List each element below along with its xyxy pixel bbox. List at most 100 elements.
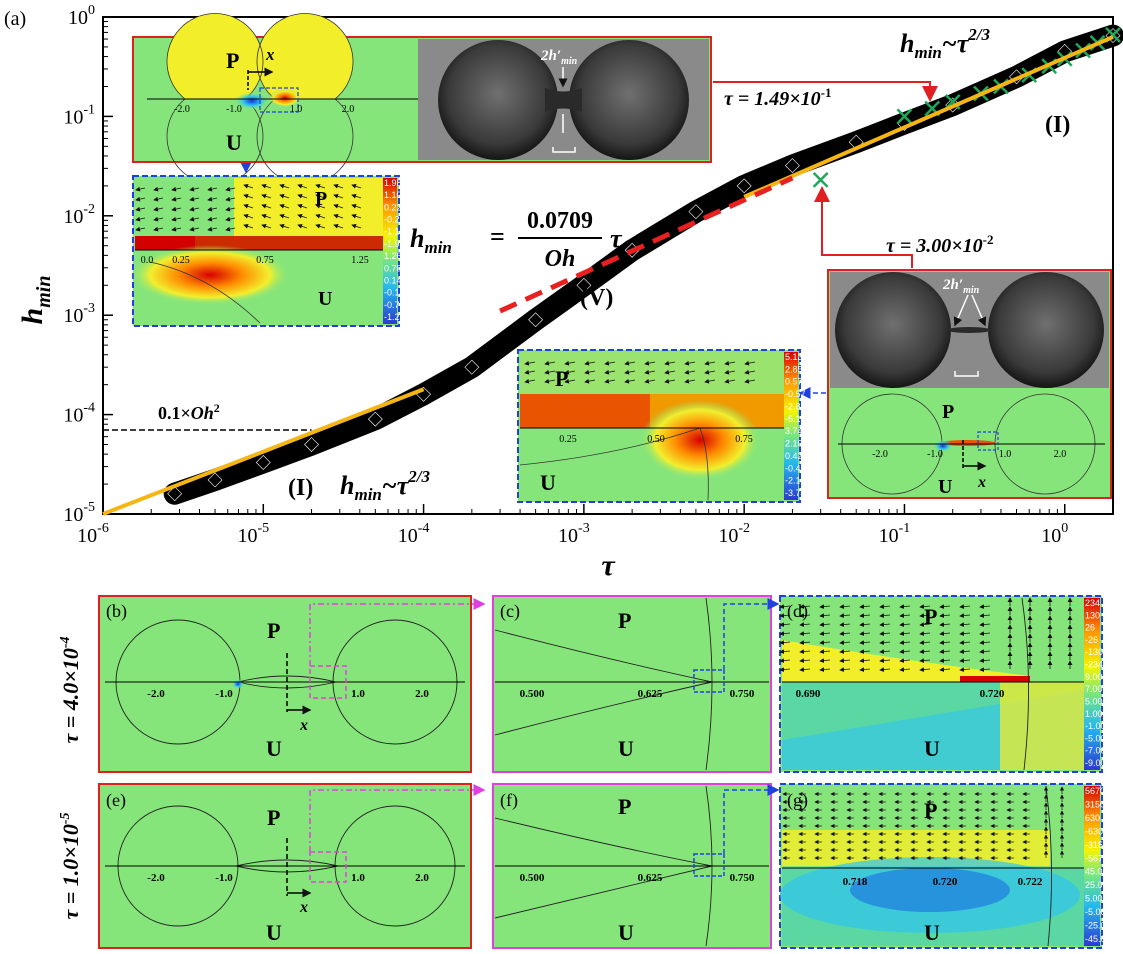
- velocity-vector: [189, 186, 200, 192]
- panel-d: 234 130 26 -26 -130 -234 9.00 7.00 5.00 1.00 -1.00…: [779, 595, 1106, 773]
- svg-text:P: P: [924, 604, 937, 629]
- colorbar-label: -5.00: [1085, 733, 1106, 743]
- svg-text:(d): (d): [787, 601, 808, 622]
- velocity-vector: [207, 196, 218, 202]
- svg-text:2h′min: 2h′min: [942, 277, 980, 296]
- regime-I-top: (I): [1045, 112, 1070, 138]
- data-point-diamond: [367, 411, 383, 427]
- velocity-vector: [171, 196, 182, 202]
- velocity-vector: [899, 622, 911, 627]
- colorbar-label: -5.00: [1085, 907, 1106, 917]
- svg-text:U: U: [540, 470, 556, 495]
- velocity-vector: [189, 206, 200, 212]
- colorbar-label: -9.00: [1085, 758, 1106, 768]
- velocity-vector: [899, 631, 911, 636]
- velocity-vector: [879, 640, 891, 645]
- inset-tick-label: 0.500: [520, 688, 545, 700]
- svg-text:hmin: hmin: [410, 224, 452, 257]
- panel-a-label: (a): [4, 8, 26, 30]
- velocity-vector: [979, 667, 991, 672]
- velocity-vector: [279, 183, 290, 189]
- colorbar-label: -0.70: [384, 300, 405, 310]
- data-point-diamond: [528, 312, 544, 328]
- svg-text:P: P: [555, 366, 568, 391]
- svg-text:U: U: [618, 736, 634, 761]
- velocity-vector: [779, 640, 791, 645]
- svg-text:U: U: [266, 920, 282, 945]
- fit-line-red-dashed: [499, 175, 794, 314]
- velocity-vector: [919, 667, 931, 672]
- velocity-vector: [604, 360, 616, 366]
- svg-text:τ = 1.0×10-5: τ = 1.0×10-5: [58, 812, 83, 919]
- colorbar-label: 5670: [1085, 786, 1105, 796]
- velocity-vector: [351, 203, 362, 209]
- svg-text:U: U: [318, 288, 332, 310]
- panel-b: (b) P U x -2.0 -1.0 1.0 2.0: [98, 595, 486, 773]
- row2-label: τ = 1.0×10-5: [58, 812, 83, 919]
- colorbar-label: 0.42: [785, 451, 803, 461]
- velocity-vector: [919, 649, 931, 654]
- fit-line-orange: [102, 387, 425, 516]
- velocity-vector: [684, 360, 696, 366]
- colorbar-label: 0.70: [384, 263, 402, 273]
- velocity-vector: [819, 658, 831, 663]
- inset-tick-label: 0.500: [520, 872, 545, 884]
- velocity-vector: [297, 203, 308, 209]
- inset-tick-label: 1.0: [351, 688, 365, 700]
- velocity-vector: [819, 622, 831, 627]
- svg-text:P: P: [618, 608, 631, 633]
- velocity-vector: [779, 631, 791, 636]
- inset-tick-label: 2.0: [415, 688, 429, 700]
- velocity-vector: [939, 658, 951, 663]
- inset-tick-label: 1.0: [351, 872, 365, 884]
- velocity-vector: [564, 360, 576, 366]
- velocity-vector: [279, 193, 290, 199]
- velocity-vector: [207, 226, 218, 232]
- velocity-vector: [819, 667, 831, 672]
- velocity-vector: [243, 183, 254, 189]
- panel-f: (f) P U 0.500 0.625 0.750: [492, 783, 780, 949]
- colorbar-label: 45.0: [1085, 867, 1103, 877]
- svg-text:(f): (f): [500, 790, 518, 811]
- colorbar-label: 130: [1085, 610, 1100, 620]
- velocity-vector: [959, 649, 971, 654]
- velocity-vector: [799, 613, 811, 618]
- inset-tick-label: 0.720: [933, 876, 958, 888]
- svg-text:τ = 4.0×10-4: τ = 4.0×10-4: [58, 636, 83, 743]
- velocity-vector: [979, 613, 991, 618]
- velocity-vector: [544, 369, 556, 375]
- velocity-vector: [297, 223, 308, 229]
- regime-I-bottom: (I): [288, 475, 313, 501]
- velocity-vector: [919, 604, 931, 609]
- colorbar-label: -234: [1085, 660, 1103, 670]
- velocity-vector: [799, 631, 811, 636]
- velocity-vector: [879, 667, 891, 672]
- velocity-vector: [333, 183, 344, 189]
- velocity-vector: [859, 658, 871, 663]
- velocity-vector: [959, 640, 971, 645]
- velocity-vector: [135, 206, 146, 212]
- velocity-vector: [879, 622, 891, 627]
- velocity-vector: [684, 369, 696, 375]
- velocity-vector: [135, 196, 146, 202]
- velocity-vector: [744, 360, 756, 366]
- velocity-vector: [261, 193, 272, 199]
- velocity-vector: [939, 667, 951, 672]
- inset-tick-label: -2.0: [872, 449, 888, 460]
- colorbar-label: -7.00: [1085, 746, 1106, 756]
- svg-text:P: P: [942, 401, 954, 423]
- inset-tick-label: 1.0: [290, 104, 303, 115]
- x-tick-label: 10-4: [398, 521, 430, 547]
- velocity-vector: [243, 193, 254, 199]
- velocity-vector: [859, 640, 871, 645]
- velocity-vector: [279, 203, 290, 209]
- velocity-vector: [584, 369, 596, 375]
- velocity-vector: [243, 213, 254, 219]
- velocity-vector: [604, 369, 616, 375]
- colorbar-label: 0.22: [384, 202, 402, 212]
- svg-text:0.0709: 0.0709: [527, 208, 593, 234]
- velocity-vector: [959, 622, 971, 627]
- svg-text:P: P: [924, 798, 937, 823]
- svg-text:U: U: [938, 476, 952, 498]
